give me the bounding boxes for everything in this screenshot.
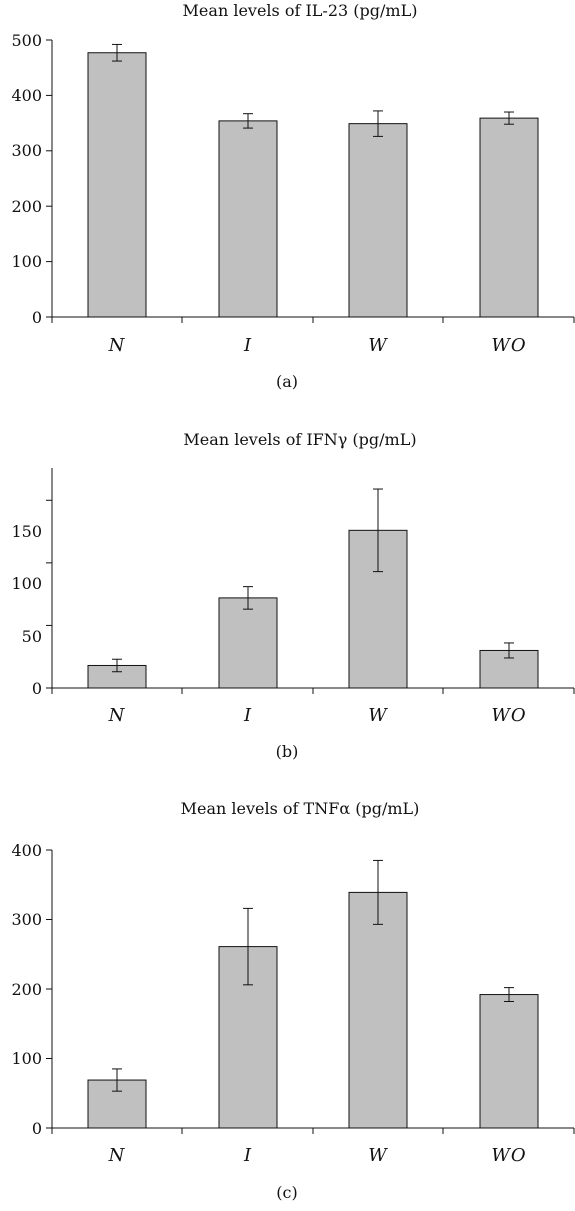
y-tick-label-300: 300: [11, 141, 42, 160]
y-tick-label-100: 100: [11, 252, 42, 271]
panel-a: Mean levels of IL-23 (pg/mL) N I W WO 0 …: [11, 1, 575, 391]
bar-i: [218, 120, 278, 318]
x-tick-label-i: I: [243, 335, 252, 356]
bar-i: [218, 597, 278, 689]
y-tick-label-300: 300: [11, 910, 42, 929]
bar-w: [348, 123, 408, 318]
x-tick-label-wo: WO: [491, 1145, 526, 1166]
x-tick-label-w: W: [368, 705, 388, 726]
y-tick-label-50: 50: [22, 627, 42, 646]
y-tick-label-150: 150: [11, 522, 42, 541]
x-tick-label-w: W: [368, 335, 388, 356]
x-ticks: [51, 688, 575, 694]
y-tick-label-500: 500: [11, 31, 42, 50]
bar-w: [348, 891, 408, 1129]
panel-c: Mean levels of TNFα (pg/mL) N I W WO 0 1…: [11, 799, 575, 1202]
bar-wo: [479, 117, 539, 318]
y-tick-label-400: 400: [11, 86, 42, 105]
y-tick-label-0: 0: [32, 308, 42, 327]
y-tick-label-0: 0: [32, 1119, 42, 1138]
bar-n: [87, 52, 147, 318]
y-ticks: [46, 39, 52, 318]
y-tick-label-200: 200: [11, 197, 42, 216]
x-tick-label-w: W: [368, 1145, 388, 1166]
bars: [87, 43, 539, 318]
x-tick-label-n: N: [108, 705, 126, 726]
chart-title: Mean levels of IFNγ (pg/mL): [183, 430, 416, 449]
bars: [87, 859, 539, 1129]
x-tick-label-wo: WO: [491, 705, 526, 726]
x-tick-label-i: I: [243, 1145, 252, 1166]
bar-wo: [479, 994, 539, 1129]
x-tick-label-wo: WO: [491, 335, 526, 356]
bars: [87, 488, 539, 689]
chart-title: Mean levels of IL-23 (pg/mL): [183, 1, 418, 20]
x-ticks: [51, 317, 575, 323]
x-tick-label-n: N: [108, 1145, 126, 1166]
x-ticks: [51, 1128, 575, 1134]
y-tick-label-100: 100: [11, 574, 42, 593]
y-ticks: [46, 849, 52, 1129]
panel-b: Mean levels of IFNγ (pg/mL) N I W WO 0 5…: [11, 430, 575, 761]
y-tick-label-200: 200: [11, 980, 42, 999]
panel-label: (b): [276, 742, 299, 761]
y-ticks: [46, 499, 52, 689]
x-tick-label-i: I: [243, 705, 252, 726]
panel-label: (c): [276, 1183, 297, 1202]
y-tick-label-0: 0: [32, 679, 42, 698]
y-tick-label-400: 400: [11, 841, 42, 860]
chart-title: Mean levels of TNFα (pg/mL): [181, 799, 420, 818]
panel-label: (a): [276, 372, 298, 391]
x-tick-label-n: N: [108, 335, 126, 356]
y-tick-label-100: 100: [11, 1049, 42, 1068]
